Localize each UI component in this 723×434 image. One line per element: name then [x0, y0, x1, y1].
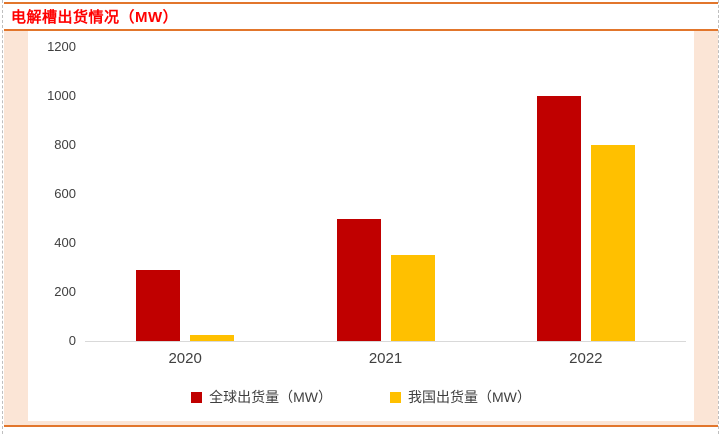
top-orange-rule: [4, 2, 718, 4]
bar-china-shipments: [190, 334, 235, 341]
x-axis-category-label: 2021: [368, 350, 403, 367]
y-axis-tick-label: 1000: [47, 88, 76, 103]
bar-china-shipments: [390, 255, 435, 341]
y-axis-tick-label: 200: [54, 284, 76, 299]
y-axis-tick-label: 0: [68, 333, 76, 348]
legend-swatch-icon: [390, 391, 401, 403]
legend-item-china: 我国出货量（MW）: [390, 389, 531, 405]
bottom-orange-rule: [4, 425, 718, 427]
legend-label: 全球出货量（MW）: [209, 389, 332, 405]
bar-china-shipments: [590, 145, 635, 341]
x-axis-category-label: 2020: [168, 350, 202, 367]
bar-global-shipments: [536, 96, 581, 341]
chart-body-background: 0 200 400 600 800 1000 1200 2020 2021 2022 全球出货量…: [4, 31, 718, 425]
y-axis-tick-label: 800: [54, 137, 76, 152]
bar-global-shipments: [336, 218, 381, 341]
legend-label: 我国出货量（MW）: [408, 389, 531, 405]
page-break-dashed-line-left: [2, 0, 3, 434]
chart-header: 电解槽出货情况（MW）: [4, 4, 718, 29]
x-axis-category-label: 2022: [569, 350, 603, 367]
page-break-dashed-line-right: [718, 0, 719, 434]
bar-global-shipments: [136, 269, 181, 341]
legend-swatch-icon: [191, 391, 203, 403]
y-axis-tick-label: 1200: [47, 39, 76, 54]
y-axis-tick-label: 600: [54, 186, 76, 201]
chart-legend: 全球出货量（MW） 我国出货量（MW）: [28, 387, 694, 407]
header-divider-rule: [4, 29, 718, 31]
chart-title: 电解槽出货情况（MW）: [11, 9, 179, 26]
x-axis-line: [85, 341, 686, 342]
bar-chart: 0 200 400 600 800 1000 1200 2020 2021 2022 全球出货量…: [28, 31, 694, 421]
y-axis-tick-label: 400: [54, 235, 76, 250]
legend-item-global: 全球出货量（MW）: [191, 389, 332, 405]
